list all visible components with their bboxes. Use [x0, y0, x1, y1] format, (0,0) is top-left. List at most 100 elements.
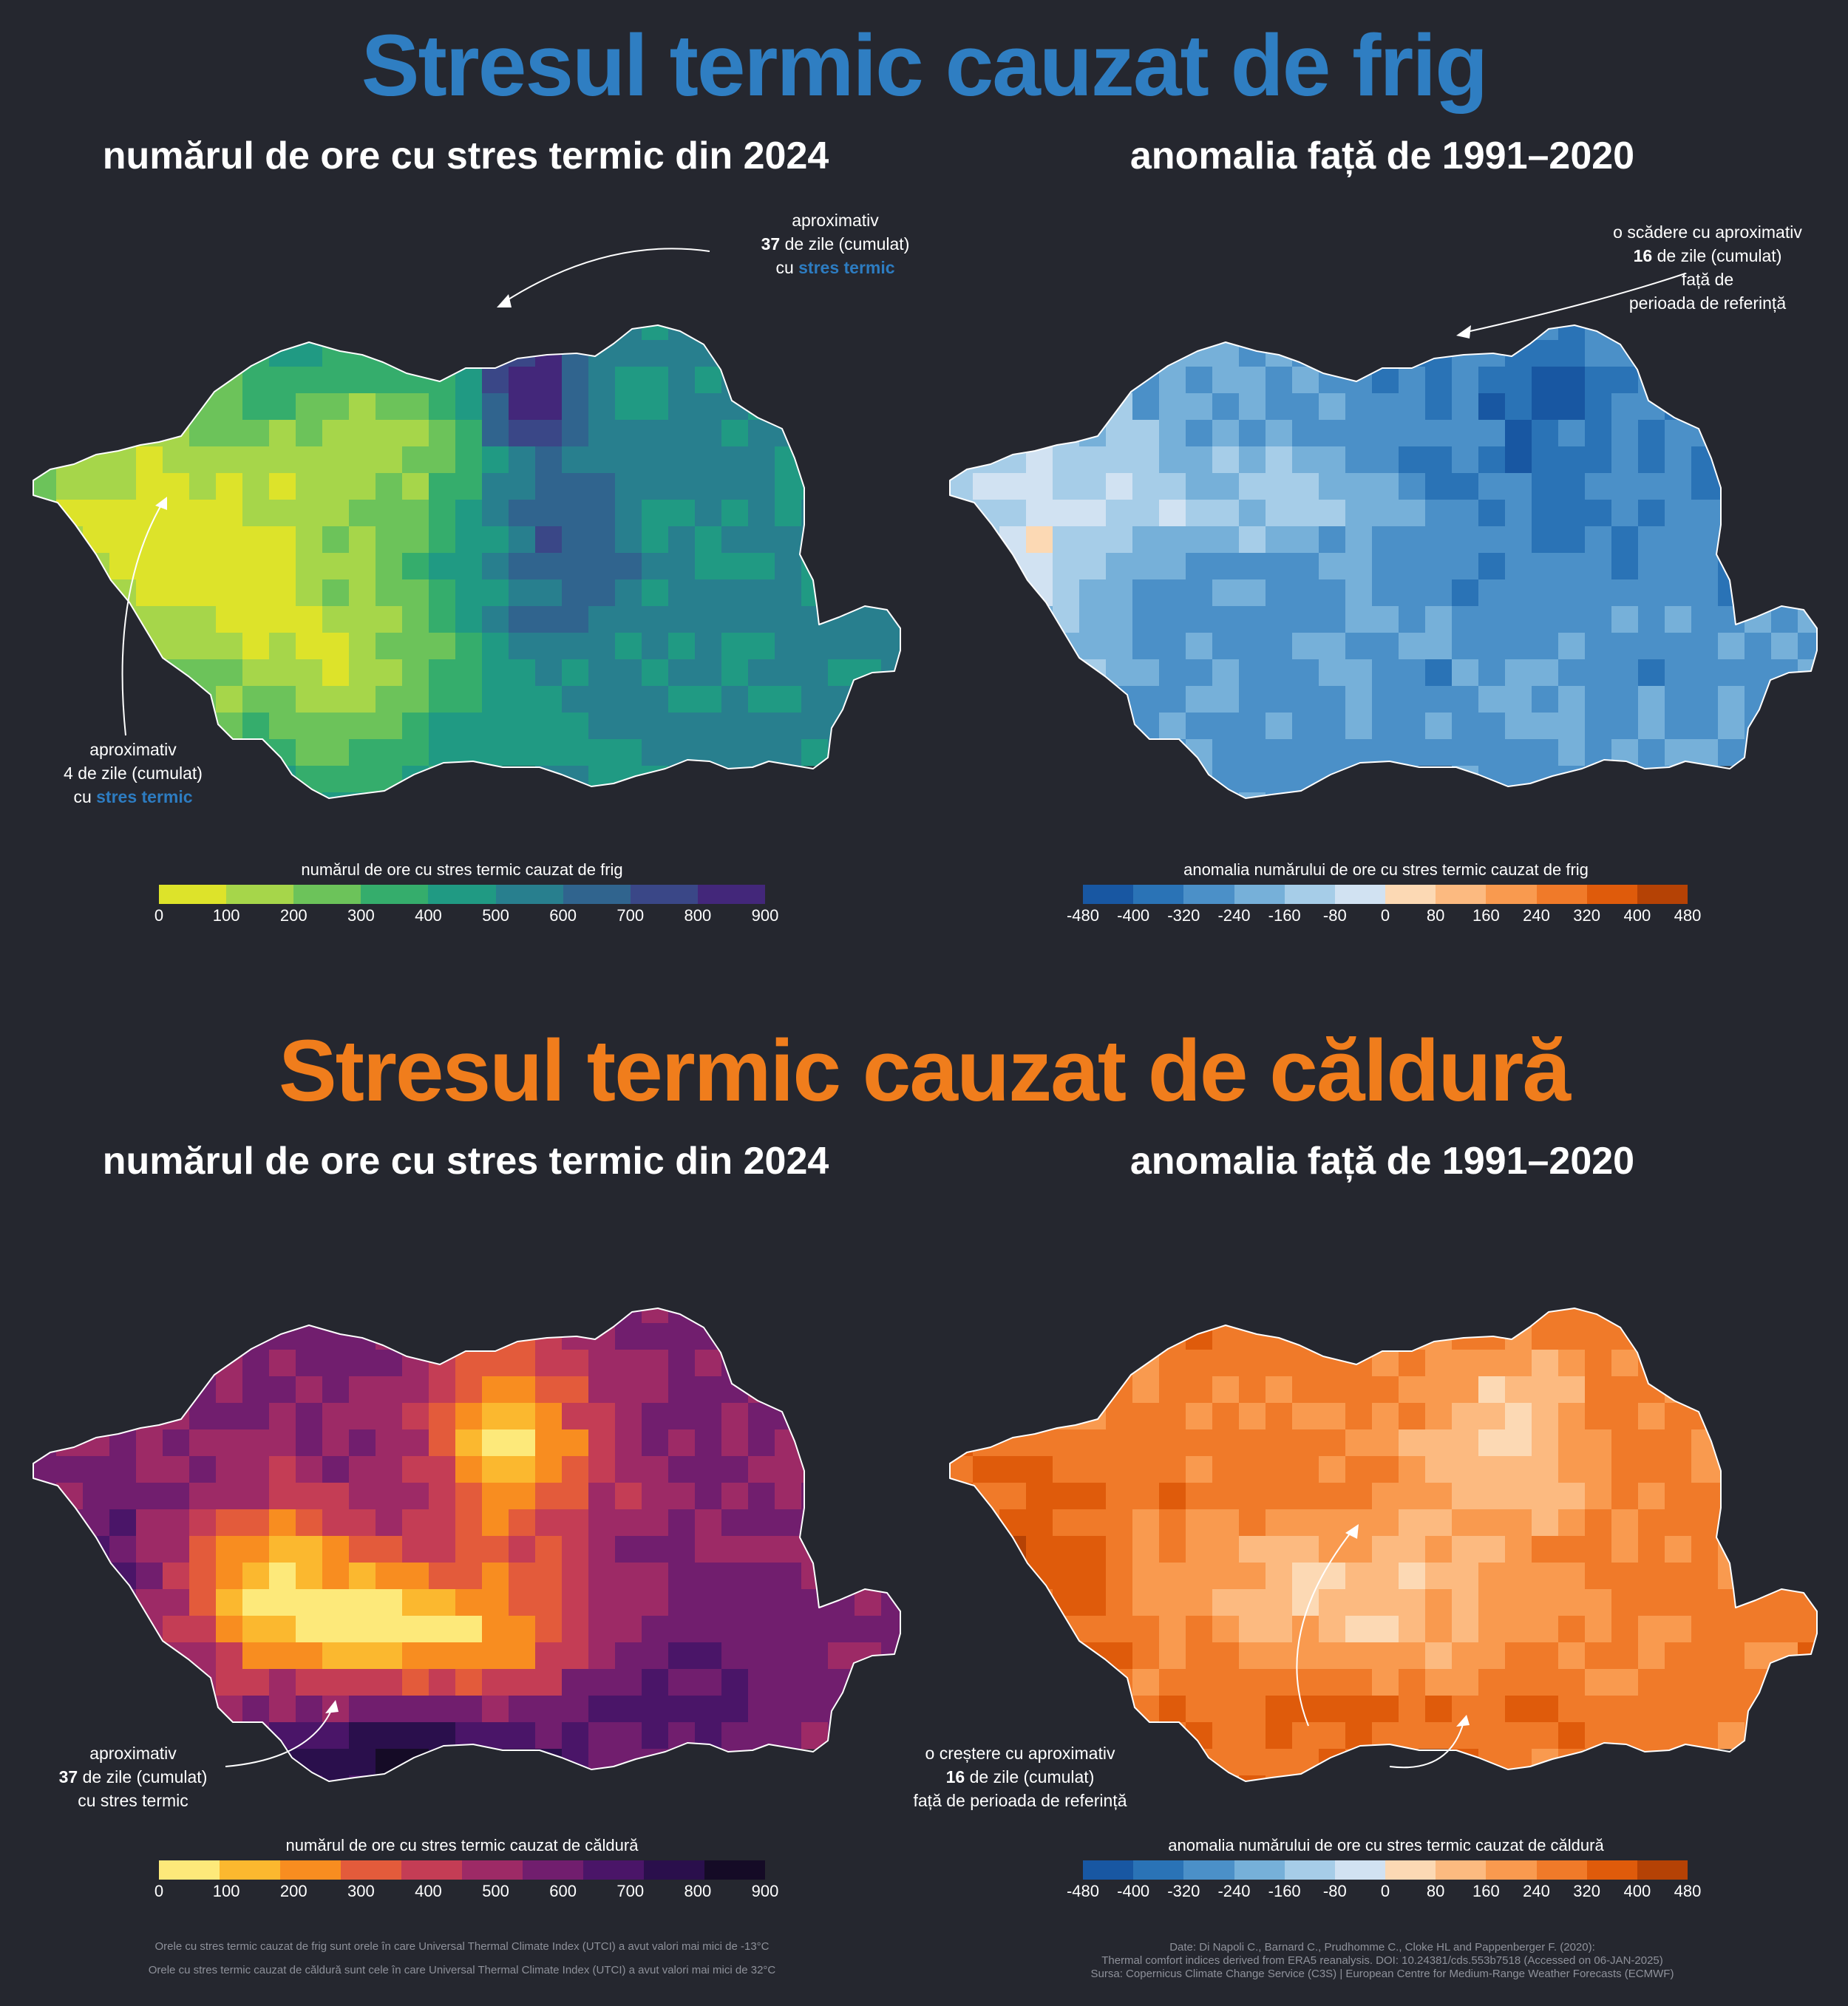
cold-left-legend-bar — [159, 885, 765, 904]
cold-left-subtitle: numărul de ore cu stres termic din 2024 — [102, 135, 829, 177]
annotation-arrowhead — [1345, 1524, 1359, 1539]
heat-max-line3: cu stres termic — [78, 1791, 188, 1810]
legend-tick-label: -400 — [1117, 1882, 1150, 1900]
legend-swatch — [462, 1860, 523, 1880]
cold-anom-value: 16 — [1633, 246, 1653, 265]
country-border — [33, 324, 901, 799]
legend-swatch — [220, 1860, 280, 1880]
legend-tick-label: 100 — [212, 1882, 240, 1900]
legend-tick-label: 0 — [1380, 1882, 1390, 1900]
legend-swatch — [1536, 885, 1587, 904]
heat-left-legend-bar — [159, 1860, 765, 1880]
legend-swatch — [1385, 1860, 1436, 1880]
legend-swatch — [293, 885, 361, 904]
annotation-arrow — [1463, 273, 1686, 333]
heat-right-legend-bar — [1083, 1860, 1688, 1880]
legend-tick-label: 800 — [684, 906, 712, 925]
legend-swatch — [341, 1860, 401, 1880]
legend-tick-label: 600 — [549, 1882, 577, 1900]
legend-swatch — [1385, 885, 1436, 904]
legend-swatch — [644, 1860, 704, 1880]
footer-heat-definition: Orele cu stres termic cauzat de căldură … — [148, 1964, 776, 1976]
map-grid-cells — [950, 325, 1817, 798]
legend-swatch — [1536, 1860, 1587, 1880]
footer-cold-definition: Orele cu stres termic cauzat de frig sun… — [154, 1940, 770, 1953]
cold-right-legend-title: anomalia numărului de ore cu stres termi… — [1183, 860, 1589, 879]
legend-tick-label: 160 — [1472, 906, 1500, 925]
legend-swatch — [226, 885, 294, 904]
cold-min-line3: cu — [73, 787, 97, 806]
legend-swatch — [630, 885, 698, 904]
annotation-arrowhead — [1456, 1715, 1470, 1727]
legend-tick-label: 900 — [751, 906, 779, 925]
annotation-arrow — [1296, 1529, 1353, 1727]
legend-swatch — [280, 1860, 341, 1880]
footer-definitions: Orele cu stres termic cauzat de frig sun… — [44, 1939, 880, 1978]
heat-anom-line2: de zile (cumulat) — [965, 1767, 1095, 1786]
annotation-arrow — [502, 248, 710, 304]
legend-tick-label: 480 — [1674, 1882, 1702, 1900]
legend-tick-label: 320 — [1573, 1882, 1601, 1900]
legend-tick-label: 300 — [347, 1882, 375, 1900]
legend-tick-label: 0 — [154, 1882, 164, 1900]
country-border — [949, 324, 1818, 799]
legend-swatch — [428, 885, 496, 904]
legend-tick-label: 100 — [212, 906, 240, 925]
legend-tick-label: -320 — [1167, 1882, 1200, 1900]
footer-source-line3: Sursa: Copernicus Climate Change Service… — [1090, 1968, 1674, 1980]
legend-tick-label: 200 — [279, 906, 308, 925]
legend-swatch — [523, 1860, 583, 1880]
legend-swatch — [361, 885, 429, 904]
cold-anom-line2: de zile (cumulat) — [1652, 246, 1782, 265]
cold-right-subtitle: anomalia față de 1991–2020 — [1129, 135, 1635, 177]
legend-tick-label: -80 — [1322, 906, 1347, 925]
annotation-arrow — [225, 1707, 333, 1767]
heat-right-legend-title: anomalia numărului de ore cu stres termi… — [1168, 1836, 1604, 1854]
heat-anomaly-annotation: o creștere cu aproximativ 16 de zile (cu… — [865, 1741, 1175, 1812]
heat-anom-value: 16 — [945, 1767, 965, 1786]
heat-max-line2: de zile (cumulat) — [78, 1767, 208, 1786]
heat-right-subtitle: anomalia față de 1991–2020 — [1129, 1140, 1635, 1183]
heat-anomaly-map — [949, 1308, 1818, 1782]
legend-tick-label: 480 — [1674, 906, 1702, 925]
legend-swatch — [704, 1860, 765, 1880]
legend-swatch — [1586, 1860, 1637, 1880]
legend-tick-label: 200 — [279, 1882, 308, 1900]
cold-anom-line4: perioada de referință — [1628, 293, 1787, 313]
cold-min-highlight: stres termic — [96, 787, 193, 806]
legend-swatch — [1586, 885, 1637, 904]
cold-anom-line3: față de — [1681, 270, 1734, 289]
legend-tick-label: -160 — [1268, 1882, 1301, 1900]
heat-max-annotation: aproximativ 37 de zile (cumulat) cu stre… — [22, 1741, 244, 1812]
legend-tick-label: 900 — [751, 1882, 779, 1900]
heat-max-line1: aproximativ — [89, 1744, 177, 1763]
legend-swatch — [1334, 1860, 1386, 1880]
legend-swatch — [159, 1860, 220, 1880]
legend-tick-label: 300 — [347, 906, 375, 925]
legend-tick-label: 240 — [1523, 1882, 1550, 1900]
legend-tick-label: 400 — [415, 906, 442, 925]
legend-swatch — [1183, 1860, 1234, 1880]
legend-tick-label: 500 — [482, 906, 509, 925]
cold-max-line2: de zile (cumulat) — [780, 234, 910, 254]
legend-swatch — [1486, 885, 1537, 904]
legend-tick-label: 0 — [154, 906, 164, 925]
cold-anom-line1: o scădere cu aproximativ — [1613, 222, 1802, 242]
annotation-arrowhead — [497, 294, 512, 307]
heat-section-title: Stresul termic cauzat de căldură — [278, 1022, 1571, 1120]
cold-right-legend-bar — [1083, 885, 1688, 904]
country-border — [949, 1308, 1818, 1782]
legend-tick-label: 160 — [1472, 1882, 1500, 1900]
legend-swatch — [1133, 885, 1184, 904]
legend-swatch — [1083, 1860, 1134, 1880]
legend-tick-label: 400 — [1623, 906, 1651, 925]
legend-swatch — [1334, 885, 1386, 904]
legend-swatch — [401, 1860, 462, 1880]
cold-max-line3: cu — [775, 258, 799, 277]
heat-left-legend-title: numărul de ore cu stres termic cauzat de… — [285, 1836, 639, 1854]
heat-max-value: 37 — [58, 1767, 78, 1786]
heat-anom-line3: față de perioada de referință — [913, 1791, 1127, 1810]
map-grid-cells — [950, 1308, 1817, 1781]
heat-left-subtitle: numărul de ore cu stres termic din 2024 — [102, 1140, 829, 1183]
legend-tick-label: 80 — [1426, 906, 1445, 925]
